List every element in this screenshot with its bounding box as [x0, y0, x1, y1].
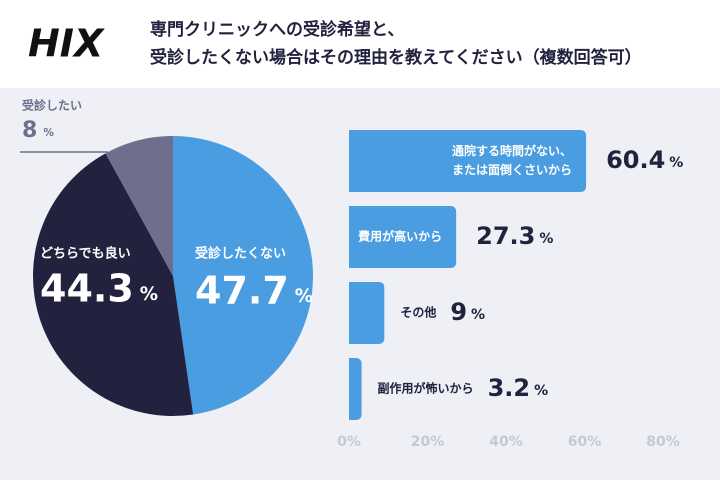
slice-value: 47.7: [195, 269, 289, 313]
slice-unit: %: [43, 127, 54, 139]
slice-label: 受診したい: [22, 98, 82, 113]
x-tick-label: 0%: [337, 434, 361, 450]
slice-unit: %: [140, 284, 158, 305]
x-tick-label: 80%: [646, 434, 680, 450]
title-line: 専門クリニックへの受診希望と、: [150, 19, 404, 40]
bar-value: 27.3: [476, 222, 535, 250]
bar-label: 費用が高いから: [358, 229, 442, 244]
x-tick-label: 40%: [489, 434, 523, 450]
title-line: 受診したくない場合はその理由を教えてください（複数回答可）: [150, 47, 642, 68]
bar: [349, 358, 362, 420]
bar: [349, 206, 457, 268]
logo: HIX: [28, 22, 105, 66]
slice-label: どちらでも良い: [40, 246, 131, 262]
bar-unit: %: [669, 155, 683, 171]
slice-unit: %: [295, 286, 313, 307]
bar-unit: %: [539, 231, 553, 247]
x-tick-label: 60%: [568, 434, 602, 450]
bar-label: または面倒くさいから: [452, 162, 572, 177]
bar-unit: %: [534, 383, 548, 399]
slice-value: 8: [22, 118, 37, 143]
bar-value: 3.2: [488, 374, 531, 402]
slice-label: 受診したくない: [195, 246, 286, 262]
bar-label: その他: [400, 305, 436, 320]
bar-value: 60.4: [606, 146, 665, 174]
bar: [349, 130, 587, 192]
pie-slice: [105, 136, 173, 276]
slice-value: 44.3: [40, 267, 134, 311]
x-tick-label: 20%: [411, 434, 445, 450]
bar-unit: %: [471, 307, 485, 323]
bar-value: 9: [450, 298, 467, 326]
bar-label: 通院する時間がない、: [452, 143, 572, 158]
bar-label: 副作用が怖いから: [378, 381, 474, 396]
pie-slice: [32, 153, 194, 416]
bar: [349, 282, 385, 344]
pie-slice: [173, 136, 313, 415]
